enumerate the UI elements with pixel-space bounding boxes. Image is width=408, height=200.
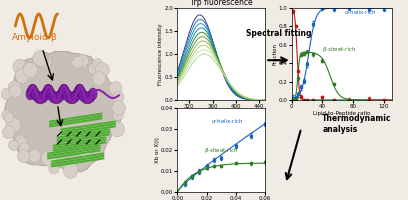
Circle shape <box>8 81 21 95</box>
Ellipse shape <box>84 92 93 104</box>
Circle shape <box>2 126 15 139</box>
Ellipse shape <box>47 88 55 100</box>
Ellipse shape <box>51 92 60 104</box>
Circle shape <box>28 149 41 162</box>
Text: $\beta$-sheet-rich: $\beta$-sheet-rich <box>204 146 238 155</box>
Circle shape <box>9 140 19 151</box>
Circle shape <box>6 117 21 133</box>
Ellipse shape <box>41 89 50 101</box>
Ellipse shape <box>59 85 68 97</box>
Ellipse shape <box>43 86 51 98</box>
X-axis label: Lipid-to-Peptide ratio: Lipid-to-Peptide ratio <box>313 111 370 116</box>
Ellipse shape <box>28 84 37 96</box>
Text: $\alpha$-helix-rich: $\alpha$-helix-rich <box>211 117 244 125</box>
Ellipse shape <box>86 91 95 103</box>
Ellipse shape <box>75 85 83 97</box>
Ellipse shape <box>89 88 97 100</box>
Y-axis label: Xb or X(i): Xb or X(i) <box>155 137 160 163</box>
Circle shape <box>2 110 12 120</box>
Ellipse shape <box>71 90 80 102</box>
Ellipse shape <box>64 90 73 102</box>
Circle shape <box>113 109 123 120</box>
Ellipse shape <box>69 92 78 104</box>
Circle shape <box>18 137 27 148</box>
Y-axis label: Fluorescence intensity: Fluorescence intensity <box>158 23 163 85</box>
Ellipse shape <box>26 88 35 100</box>
Title: Trp fluorescence: Trp fluorescence <box>190 0 253 7</box>
Ellipse shape <box>73 87 82 99</box>
Text: $\beta$-sheet-rich: $\beta$-sheet-rich <box>322 45 356 54</box>
Ellipse shape <box>39 91 48 103</box>
Ellipse shape <box>27 85 36 97</box>
Circle shape <box>23 62 36 75</box>
Circle shape <box>20 143 29 153</box>
Circle shape <box>41 151 56 166</box>
Polygon shape <box>4 51 122 172</box>
Ellipse shape <box>58 87 67 99</box>
Ellipse shape <box>60 84 69 96</box>
Circle shape <box>4 113 14 123</box>
Ellipse shape <box>61 85 69 97</box>
Ellipse shape <box>44 84 52 96</box>
Circle shape <box>38 55 52 69</box>
Text: Thermodynamic
analysis: Thermodynamic analysis <box>322 114 392 134</box>
Circle shape <box>35 53 49 67</box>
Circle shape <box>110 122 124 137</box>
Circle shape <box>9 85 22 98</box>
Circle shape <box>76 54 89 68</box>
Ellipse shape <box>81 92 90 104</box>
Ellipse shape <box>49 91 58 103</box>
X-axis label: Wavelength (nm): Wavelength (nm) <box>197 111 245 116</box>
Circle shape <box>33 51 48 66</box>
Ellipse shape <box>62 88 71 100</box>
Circle shape <box>1 88 12 99</box>
Circle shape <box>112 101 126 115</box>
Ellipse shape <box>44 84 53 96</box>
Ellipse shape <box>79 90 88 102</box>
Y-axis label: Fraction: Fraction <box>273 43 277 65</box>
Ellipse shape <box>77 87 86 99</box>
Circle shape <box>49 164 59 174</box>
Ellipse shape <box>34 91 42 103</box>
Ellipse shape <box>76 85 85 97</box>
Ellipse shape <box>75 84 84 96</box>
Circle shape <box>93 59 102 69</box>
Ellipse shape <box>56 89 65 101</box>
Circle shape <box>95 63 109 77</box>
Ellipse shape <box>31 89 40 101</box>
Ellipse shape <box>45 86 54 98</box>
Circle shape <box>23 62 38 78</box>
Ellipse shape <box>29 84 38 96</box>
Circle shape <box>13 59 27 74</box>
Circle shape <box>18 150 30 163</box>
Circle shape <box>16 135 26 146</box>
Text: Spectral fitting: Spectral fitting <box>246 28 311 38</box>
Circle shape <box>63 163 78 178</box>
Circle shape <box>113 91 124 103</box>
Circle shape <box>109 82 122 95</box>
Ellipse shape <box>67 92 75 104</box>
Ellipse shape <box>36 92 45 104</box>
Text: $\alpha$-helix-rich: $\alpha$-helix-rich <box>344 8 376 16</box>
Circle shape <box>89 63 100 75</box>
Ellipse shape <box>54 91 62 103</box>
Circle shape <box>92 71 106 85</box>
Text: Amyloid-β: Amyloid-β <box>12 33 58 42</box>
Circle shape <box>72 56 83 68</box>
Circle shape <box>15 68 29 83</box>
Circle shape <box>81 150 92 161</box>
Ellipse shape <box>30 86 38 98</box>
